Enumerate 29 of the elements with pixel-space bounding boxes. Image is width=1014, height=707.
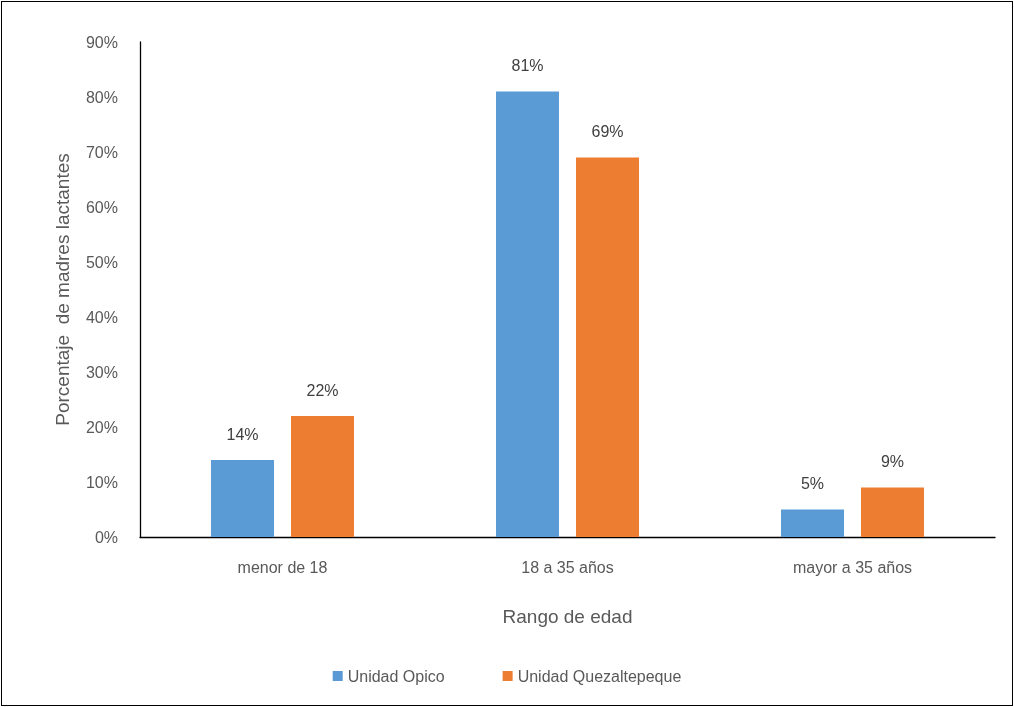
data-label: 5% (800, 475, 825, 492)
legend-label: Unidad Quezaltepeque (517, 667, 682, 685)
data-label: 81% (511, 57, 544, 74)
y-tick-label: 70% (85, 143, 118, 161)
y-axis-title: Porcentaje de madres lactantes (52, 153, 73, 426)
x-tick-label: 18 a 35 años (521, 558, 614, 576)
data-label: 9% (880, 453, 905, 470)
y-tick-label: 40% (85, 308, 118, 326)
y-tick-label: 20% (85, 418, 118, 436)
y-tick-label: 50% (85, 253, 118, 271)
data-label: 69% (591, 123, 624, 140)
bar (861, 487, 925, 537)
y-tick-label: 10% (85, 473, 118, 491)
bar (291, 416, 355, 537)
bar (781, 509, 844, 537)
data-label: 22% (306, 381, 339, 399)
y-tick-label: 60% (85, 198, 118, 216)
legend-label: Unidad Opico (347, 667, 445, 685)
bar (576, 157, 640, 537)
bar (211, 460, 274, 537)
data-label: 14% (226, 425, 259, 443)
bar (496, 91, 559, 537)
x-axis-title: Rango de edad (502, 606, 633, 627)
y-tick-label: 80% (85, 88, 118, 106)
y-tick-label: 30% (85, 363, 118, 381)
y-tick-label: 0% (94, 528, 118, 546)
x-tick-label: mayor a 35 años (792, 558, 913, 576)
y-tick-label: 90% (85, 33, 118, 51)
x-tick-label: menor de 18 (237, 558, 328, 576)
